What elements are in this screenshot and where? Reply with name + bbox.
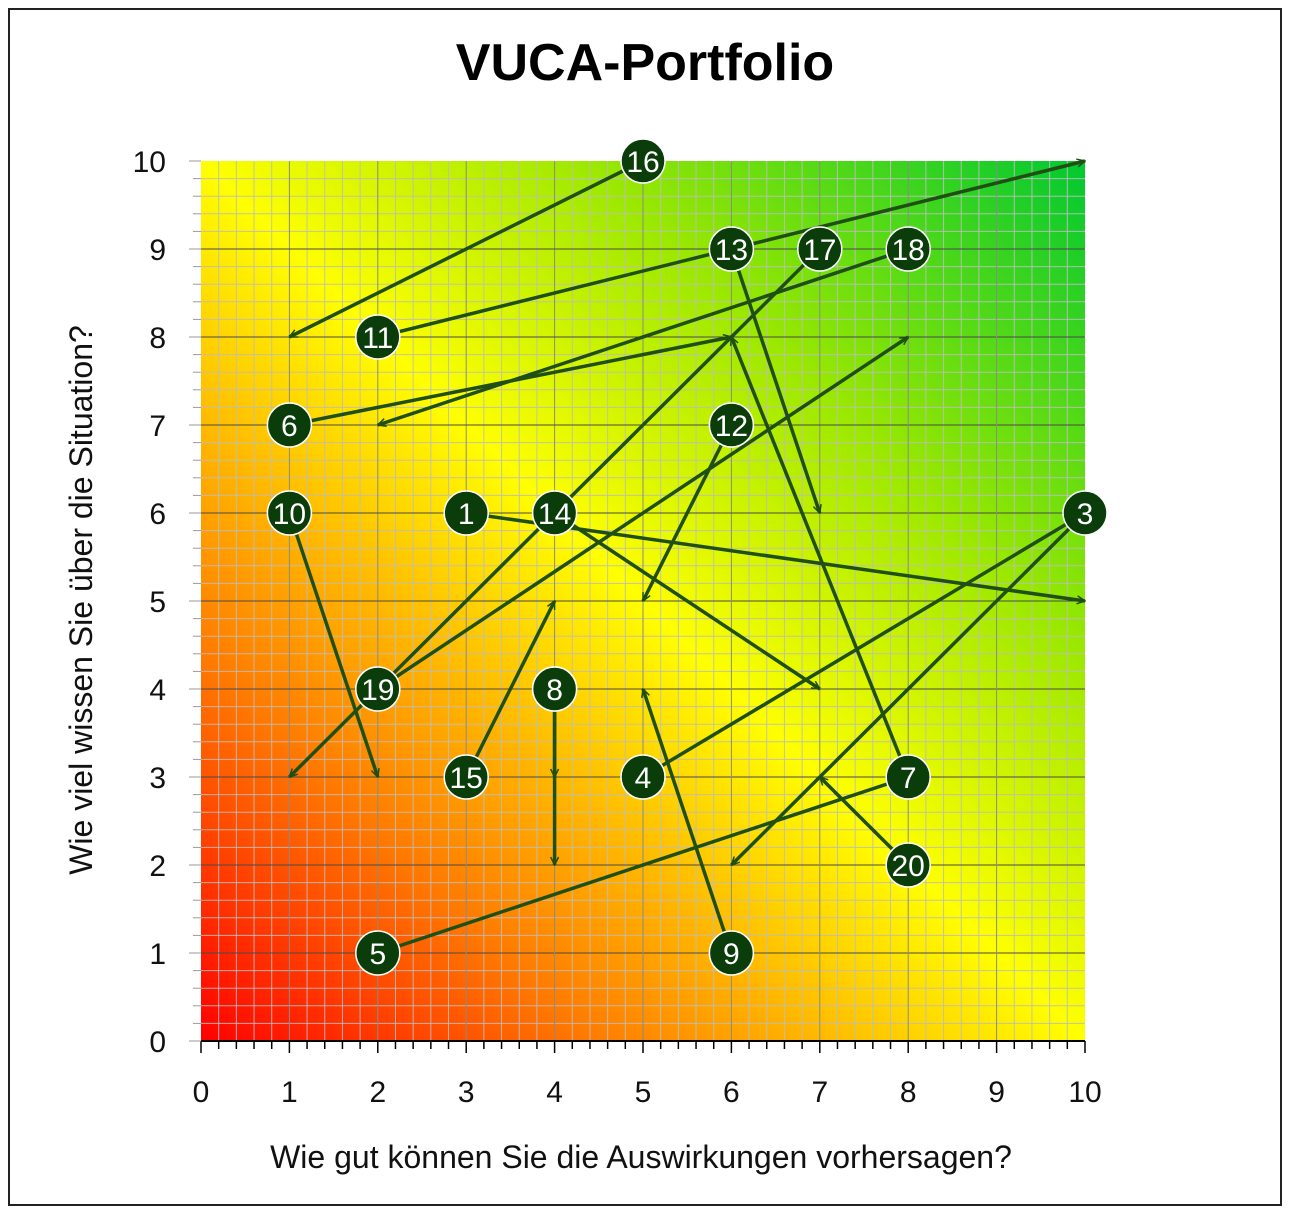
- x-tick-label: 4: [546, 1076, 563, 1109]
- x-tick-label: 2: [369, 1076, 386, 1109]
- point-marker: [355, 666, 401, 712]
- arrow-18: [378, 247, 909, 425]
- point-20: 20: [885, 842, 931, 888]
- y-tick-label: 2: [149, 850, 166, 883]
- point-3: 3: [1062, 490, 1108, 536]
- point-marker: [797, 226, 843, 272]
- point-label: 7: [900, 762, 917, 795]
- arrow-15: [464, 601, 557, 778]
- y-tick-label: 0: [149, 1026, 166, 1059]
- point-label: 16: [626, 146, 659, 179]
- arrow-4: [642, 511, 1085, 779]
- point-label: 4: [635, 762, 652, 795]
- x-tick-label: 0: [193, 1076, 210, 1109]
- point-marker: [708, 930, 755, 976]
- y-tick-label: 5: [149, 586, 166, 619]
- y-tick-label: 4: [149, 674, 166, 707]
- point-label: 13: [715, 234, 748, 267]
- point-marker: [266, 402, 313, 448]
- point-marker: [620, 138, 666, 184]
- point-9: 9: [708, 930, 755, 976]
- point-marker: [531, 490, 578, 536]
- x-tick-label: 3: [458, 1076, 475, 1109]
- point-label: 5: [369, 938, 386, 971]
- x-tick-label: 8: [900, 1076, 917, 1109]
- point-13: 13: [708, 226, 755, 272]
- point-15: 15: [443, 754, 489, 800]
- arrow-7: [729, 337, 910, 778]
- point-marker: [443, 490, 489, 536]
- point-label: 8: [546, 674, 563, 707]
- arrow-12: [641, 424, 733, 601]
- point-18: 18: [885, 226, 931, 272]
- point-6: 6: [266, 402, 313, 448]
- point-marker: [885, 842, 931, 888]
- grid: [201, 161, 1085, 1041]
- arrow-5: [377, 777, 908, 955]
- arrow-19: [376, 335, 908, 691]
- point-label: 3: [1077, 498, 1094, 531]
- point-label: 9: [723, 938, 740, 971]
- x-tick-label: 1: [281, 1076, 298, 1109]
- y-axis-label: Wie viel wissen Sie über die Situation?: [63, 325, 99, 875]
- point-marker: [443, 754, 489, 800]
- point-label: 6: [281, 410, 298, 443]
- point-marker: [355, 314, 401, 360]
- points: 1234567891011121314151617181920: [266, 138, 1108, 976]
- arrow-10: [287, 512, 377, 777]
- x-tick-label: 10: [1068, 1076, 1101, 1109]
- point-label: 15: [450, 762, 483, 795]
- x-tick-label: 9: [988, 1076, 1005, 1109]
- point-label: 12: [715, 410, 748, 443]
- point-16: 16: [620, 138, 666, 184]
- x-tick-label: 5: [635, 1076, 652, 1109]
- x-tick-label: 6: [723, 1076, 740, 1109]
- y-tick-label: 8: [149, 322, 166, 355]
- point-17: 17: [797, 226, 843, 272]
- point-marker: [355, 930, 401, 976]
- y-tick-label: 10: [133, 146, 166, 179]
- x-tick-label: 7: [811, 1076, 828, 1109]
- point-label: 17: [803, 234, 836, 267]
- point-12: 12: [708, 402, 755, 448]
- point-11: 11: [355, 314, 401, 360]
- arrow-16: [289, 159, 644, 339]
- point-label: 1: [458, 498, 475, 531]
- y-tick-label: 6: [149, 498, 166, 531]
- point-8: 8: [531, 666, 578, 712]
- point-marker: [266, 490, 313, 536]
- point-label: 14: [538, 498, 571, 531]
- point-label: 10: [273, 498, 306, 531]
- point-4: 4: [620, 754, 666, 800]
- point-10: 10: [266, 490, 313, 536]
- y-tick-label: 9: [149, 234, 166, 267]
- point-marker: [1062, 490, 1108, 536]
- arrow-3: [730, 511, 1087, 867]
- point-label: 11: [362, 322, 393, 355]
- point-label: 20: [892, 850, 925, 883]
- arrow-9: [643, 689, 734, 954]
- point-19: 19: [355, 666, 401, 712]
- point-1: 1: [443, 490, 489, 536]
- y-tick-label: 1: [149, 938, 166, 971]
- arrow-13: [729, 248, 819, 513]
- point-marker: [708, 402, 755, 448]
- point-marker: [885, 754, 931, 800]
- point-7: 7: [885, 754, 931, 800]
- point-marker: [620, 754, 666, 800]
- point-label: 18: [892, 234, 925, 267]
- y-tick-label: 7: [149, 410, 166, 443]
- point-marker: [531, 666, 578, 712]
- y-tick-label: 3: [149, 762, 166, 795]
- point-marker: [885, 226, 931, 272]
- chart-title: VUCA-Portfolio: [456, 34, 834, 92]
- point-14: 14: [531, 490, 578, 536]
- point-5: 5: [355, 930, 401, 976]
- point-marker: [708, 226, 755, 272]
- x-axis-label: Wie gut können Sie die Auswirkungen vorh…: [270, 1139, 1012, 1175]
- point-label: 19: [361, 674, 394, 707]
